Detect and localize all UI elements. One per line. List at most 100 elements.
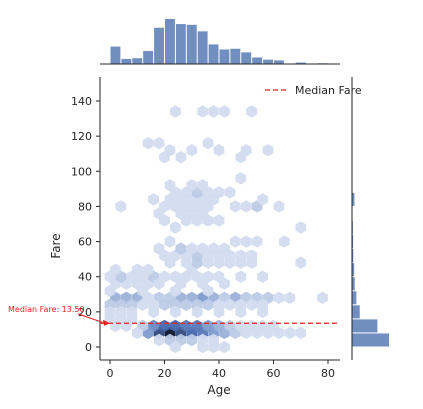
hexbin-cell — [175, 242, 187, 255]
hexbin-cell — [153, 333, 165, 347]
hexbin-cell — [142, 263, 154, 276]
y-tick-label: 0 — [85, 341, 92, 354]
hexbin-cell — [170, 340, 181, 354]
hexbin-cell — [235, 249, 247, 262]
hexbin-cell — [295, 256, 307, 269]
annotation-text: Median Fare: 13.50 — [8, 305, 85, 314]
hexbin-cell — [219, 242, 230, 255]
top-hist-bar — [143, 50, 154, 64]
legend-label: Median Fare — [295, 84, 362, 97]
top-hist-bar — [274, 60, 284, 64]
hexbin-cell — [186, 144, 198, 157]
hexbin-cell — [219, 105, 230, 118]
hexbin-cell — [257, 193, 268, 206]
hexbin-cell — [186, 179, 198, 192]
hexbin-cell — [213, 144, 225, 157]
right-hist-bar — [352, 277, 355, 291]
hexbin-cell — [180, 298, 192, 311]
y-tick-label: 40 — [78, 271, 92, 284]
top-hist-bar — [241, 52, 252, 64]
right-hist-bar — [352, 319, 378, 333]
hexbin-cell — [197, 179, 208, 192]
y-tick-label: 100 — [71, 165, 92, 178]
hexbin-cell — [115, 200, 127, 213]
x-tick-label: 40 — [212, 367, 226, 380]
top-hist-bar — [121, 58, 132, 64]
hexbin-cell — [208, 242, 219, 255]
hexbin-cell — [251, 235, 263, 248]
right-hist-bar — [352, 305, 360, 319]
hexbin-cell — [246, 298, 258, 311]
hexbin-cell — [153, 242, 165, 255]
hexbin-cell — [170, 284, 181, 297]
hexbin-cell — [224, 186, 236, 199]
hexbin-cell — [115, 305, 127, 319]
hexbin-cell — [235, 305, 247, 319]
hexbin-cell — [126, 305, 138, 319]
hexbin-cell — [235, 172, 247, 185]
hexbin-cell — [159, 298, 170, 311]
hexbin-cell — [131, 326, 143, 340]
hexbin-cell — [213, 214, 225, 227]
legend-box — [258, 80, 342, 100]
top-hist-bar — [219, 49, 230, 64]
top-hist-bar — [252, 57, 263, 64]
right-hist-bar — [352, 235, 354, 249]
y-tick-label: 60 — [78, 236, 92, 249]
top-hist-bar — [165, 19, 175, 64]
right-hist-bar — [352, 291, 357, 305]
hexbin-cell — [273, 200, 285, 213]
hexbin-cell — [235, 270, 247, 283]
top-hist-bar — [295, 62, 306, 64]
hexbin-cell — [208, 105, 219, 118]
hexbin-cell — [104, 284, 116, 297]
hexbin-cell — [197, 242, 208, 255]
hexbin-cell — [186, 333, 198, 347]
hexbin-cell — [191, 305, 203, 319]
hexbin-cell — [230, 235, 241, 248]
hexbin-cell — [170, 305, 181, 319]
hexbin-cell — [213, 305, 225, 319]
hexbin-cell — [202, 284, 214, 297]
y-tick-label: 120 — [71, 130, 92, 143]
hexbin-cell — [164, 179, 176, 192]
top-hist-bar — [132, 58, 143, 64]
top-hist-bar — [186, 24, 197, 65]
hexbin-cell — [110, 263, 121, 276]
y-tick-label: 140 — [71, 95, 92, 108]
hexbin-cell — [295, 221, 307, 234]
x-tick-label: 80 — [321, 367, 335, 380]
hexbin-cell — [257, 305, 268, 319]
hexbin-cell — [284, 291, 296, 304]
right-hist-bar — [352, 249, 354, 263]
hexbin-cell — [148, 305, 159, 319]
hexbin-cell — [219, 277, 230, 290]
hexbin-cell — [197, 340, 208, 354]
hexbin-cell — [164, 235, 176, 248]
hexbin-cell — [317, 291, 328, 304]
hexbin-cell — [240, 200, 252, 213]
hexbin-cell — [148, 193, 159, 206]
hexbin-cell — [246, 105, 258, 118]
hexbin-cell — [262, 144, 274, 157]
x-axis-label: Age — [207, 383, 230, 397]
hexbin-cell — [213, 186, 225, 199]
hexbin-layer — [104, 105, 328, 354]
top-hist-bar — [263, 59, 273, 64]
median-annotation: Median Fare: 13.50 — [8, 305, 110, 326]
hexbin-cell — [240, 144, 252, 157]
right-hist-bar — [352, 263, 355, 277]
top-hist-bar — [175, 24, 186, 65]
y-axis-label: Fare — [49, 233, 63, 258]
hexbin-cell — [257, 319, 268, 333]
hexbin-cell — [219, 340, 230, 354]
hexbin-cell — [240, 235, 252, 248]
top-hist-bar — [197, 31, 208, 65]
hexbin-cell — [295, 326, 307, 340]
hexbin-cell — [257, 270, 268, 283]
hexbin-cell — [224, 298, 236, 311]
hexbin-cell — [137, 284, 149, 297]
hexbin-cell — [153, 277, 165, 290]
